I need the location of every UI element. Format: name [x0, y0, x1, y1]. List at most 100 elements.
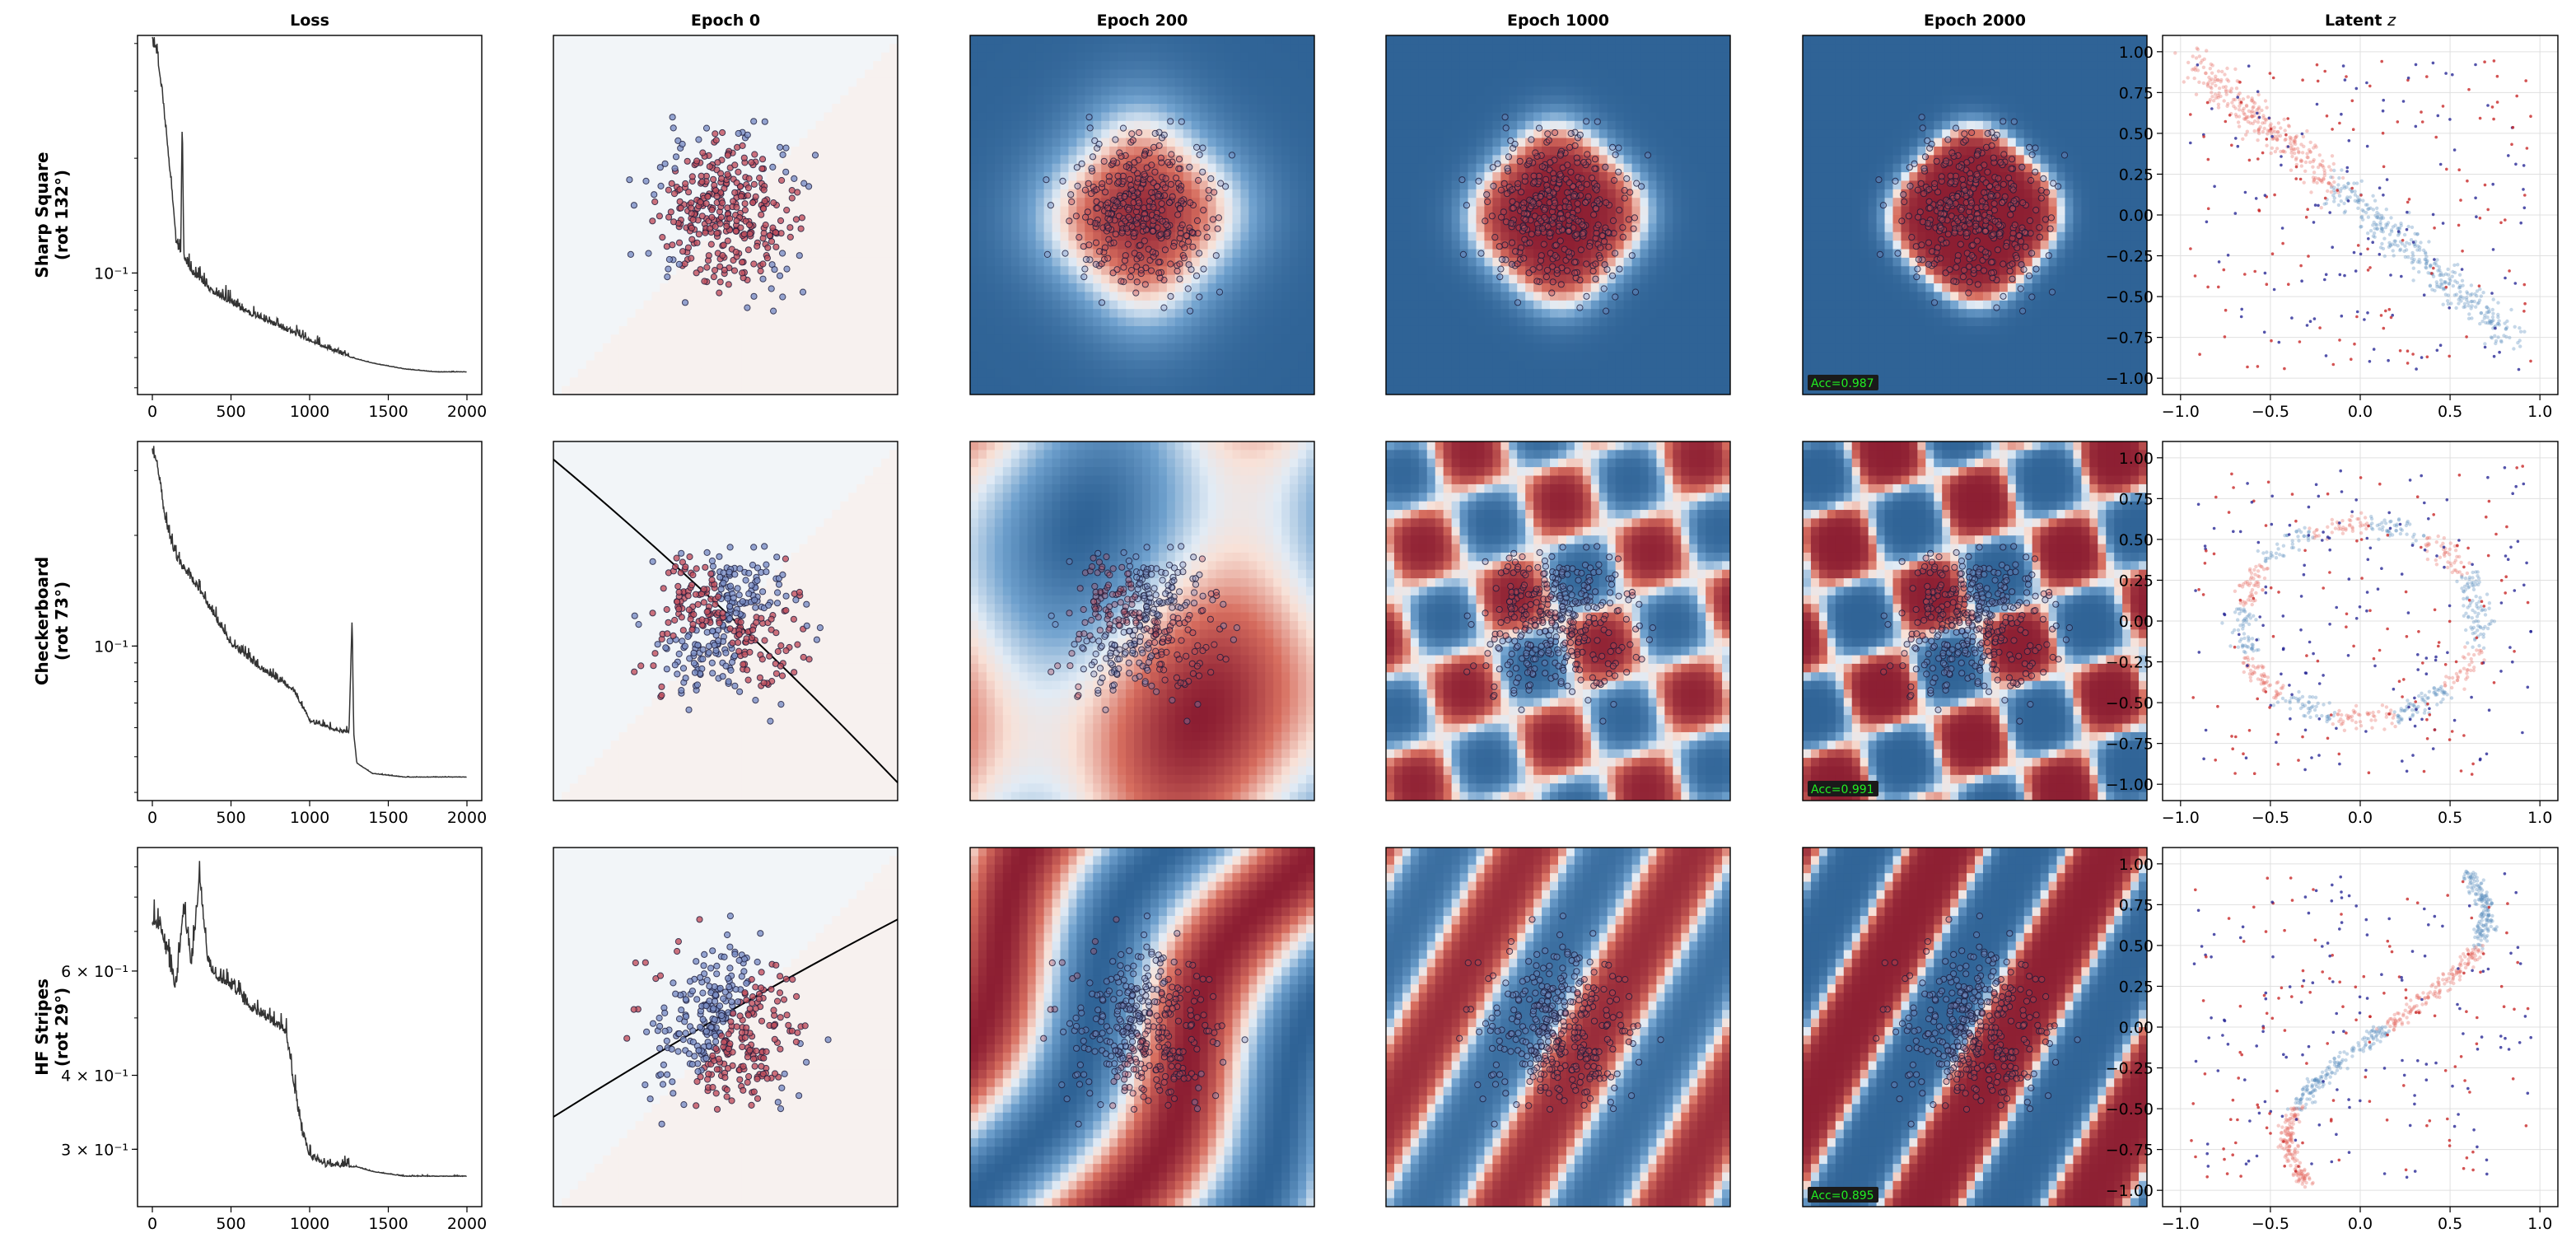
data-point [1619, 233, 1626, 241]
data-point [1559, 603, 1566, 610]
latent-point [2437, 644, 2440, 648]
latent-point [2307, 530, 2311, 535]
latent-point [2340, 722, 2345, 726]
latent-point [2250, 98, 2255, 102]
latent-point [2240, 645, 2245, 649]
data-point [1884, 621, 1892, 628]
data-point [1995, 175, 2002, 182]
data-point [1199, 144, 1206, 152]
latent-point [2478, 595, 2482, 600]
latent-point [2279, 149, 2283, 154]
latent-point [2208, 67, 2212, 71]
data-point [1094, 614, 1102, 621]
data-point [1981, 571, 1988, 578]
latent-point [2448, 354, 2451, 358]
data-point [803, 622, 810, 629]
y-tick-label: 1.00 [2119, 44, 2154, 62]
latent-point [2482, 605, 2486, 608]
data-point [705, 252, 712, 259]
latent-point [2261, 116, 2266, 120]
data-point [1128, 223, 1136, 231]
data-point [1548, 619, 1556, 627]
data-point [1931, 180, 1939, 188]
latent-point [2366, 247, 2369, 251]
data-point [1228, 152, 1236, 159]
data-point [2018, 163, 2026, 170]
latent-point [2351, 708, 2355, 712]
latent-point [2312, 177, 2317, 182]
data-point [1951, 229, 1958, 236]
data-point [736, 688, 744, 695]
data-point [1125, 557, 1133, 565]
data-point [738, 259, 746, 266]
latent-point [2256, 569, 2261, 573]
data-point [1189, 243, 1197, 250]
latent-point [2413, 724, 2417, 728]
data-point [1217, 180, 1225, 187]
latent-point [2308, 640, 2312, 644]
latent-point [2359, 538, 2364, 541]
data-point [1563, 627, 1570, 635]
latent-point [2244, 756, 2248, 759]
latent-point [2354, 726, 2359, 731]
latent-point [2378, 522, 2382, 527]
data-point [775, 581, 783, 588]
latent-point [2505, 525, 2508, 529]
data-point [1125, 206, 1132, 213]
data-point [1184, 626, 1192, 633]
latent-point [2252, 114, 2256, 118]
latent-point [2415, 495, 2420, 498]
latent-point [2504, 326, 2508, 331]
data-point [1976, 666, 1984, 675]
data-point [1934, 592, 1941, 600]
latent-point [2314, 714, 2319, 718]
data-point [739, 598, 746, 605]
data-point [1075, 683, 1082, 690]
latent-point [2261, 665, 2266, 669]
latent-point [2306, 706, 2311, 711]
data-point [1596, 255, 1604, 262]
latent-point [2426, 543, 2430, 548]
latent-point [2332, 199, 2336, 203]
y-tick-label: 0.75 [2119, 490, 2154, 508]
latent-point [2336, 203, 2341, 208]
data-point [2013, 255, 2020, 262]
data-point [1102, 606, 1109, 614]
latent-point [2247, 583, 2252, 587]
latent-point [2401, 239, 2405, 242]
latent-point [2379, 216, 2383, 220]
latent-point [2278, 553, 2282, 557]
latent-point [2278, 133, 2283, 138]
data-point [1142, 568, 1150, 576]
latent-point [2238, 611, 2242, 616]
latent-point [2340, 531, 2345, 535]
latent-point [2224, 308, 2228, 312]
latent-point [2256, 664, 2261, 669]
latent-point [2288, 707, 2293, 711]
latent-point [2325, 714, 2329, 719]
data-point [2017, 615, 2024, 623]
latent-point [2392, 687, 2396, 691]
data-point [1114, 172, 1122, 180]
latent-point [2331, 713, 2336, 718]
data-point [1094, 204, 1101, 212]
latent-point [2254, 581, 2258, 585]
latent-point [2387, 511, 2391, 515]
data-point [685, 706, 693, 713]
latent-point [2471, 583, 2475, 587]
latent-point [2381, 246, 2386, 251]
data-point [1169, 193, 1176, 200]
data-point [1136, 638, 1144, 645]
latent-point [2380, 521, 2384, 525]
latent-point [2433, 608, 2437, 612]
latent-point [2223, 612, 2226, 616]
latent-point [2398, 522, 2402, 526]
latent-point [2442, 690, 2446, 695]
data-point [1536, 264, 1543, 271]
data-point [1958, 670, 1966, 677]
latent-point [2450, 675, 2455, 680]
latent-point [2459, 769, 2463, 773]
latent-point [2266, 556, 2270, 561]
latent-point [2368, 546, 2373, 550]
data-point [2045, 588, 2052, 596]
